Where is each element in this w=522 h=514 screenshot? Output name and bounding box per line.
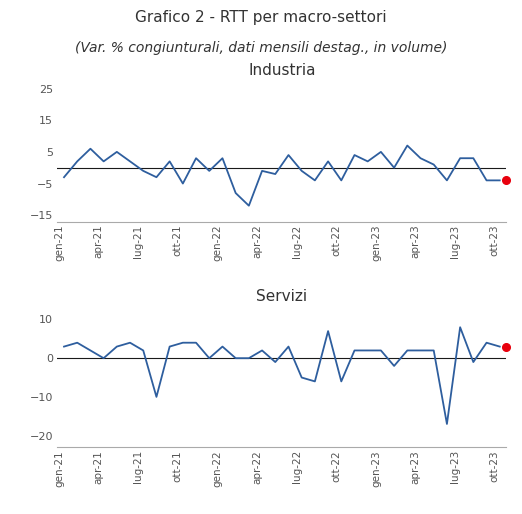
Title: Industria: Industria bbox=[248, 63, 316, 78]
Title: Servizi: Servizi bbox=[256, 289, 307, 304]
Text: (Var. % congiunturali, dati mensili destag., in volume): (Var. % congiunturali, dati mensili dest… bbox=[75, 41, 447, 55]
Text: Grafico 2 - RTT per macro-settori: Grafico 2 - RTT per macro-settori bbox=[135, 10, 387, 25]
